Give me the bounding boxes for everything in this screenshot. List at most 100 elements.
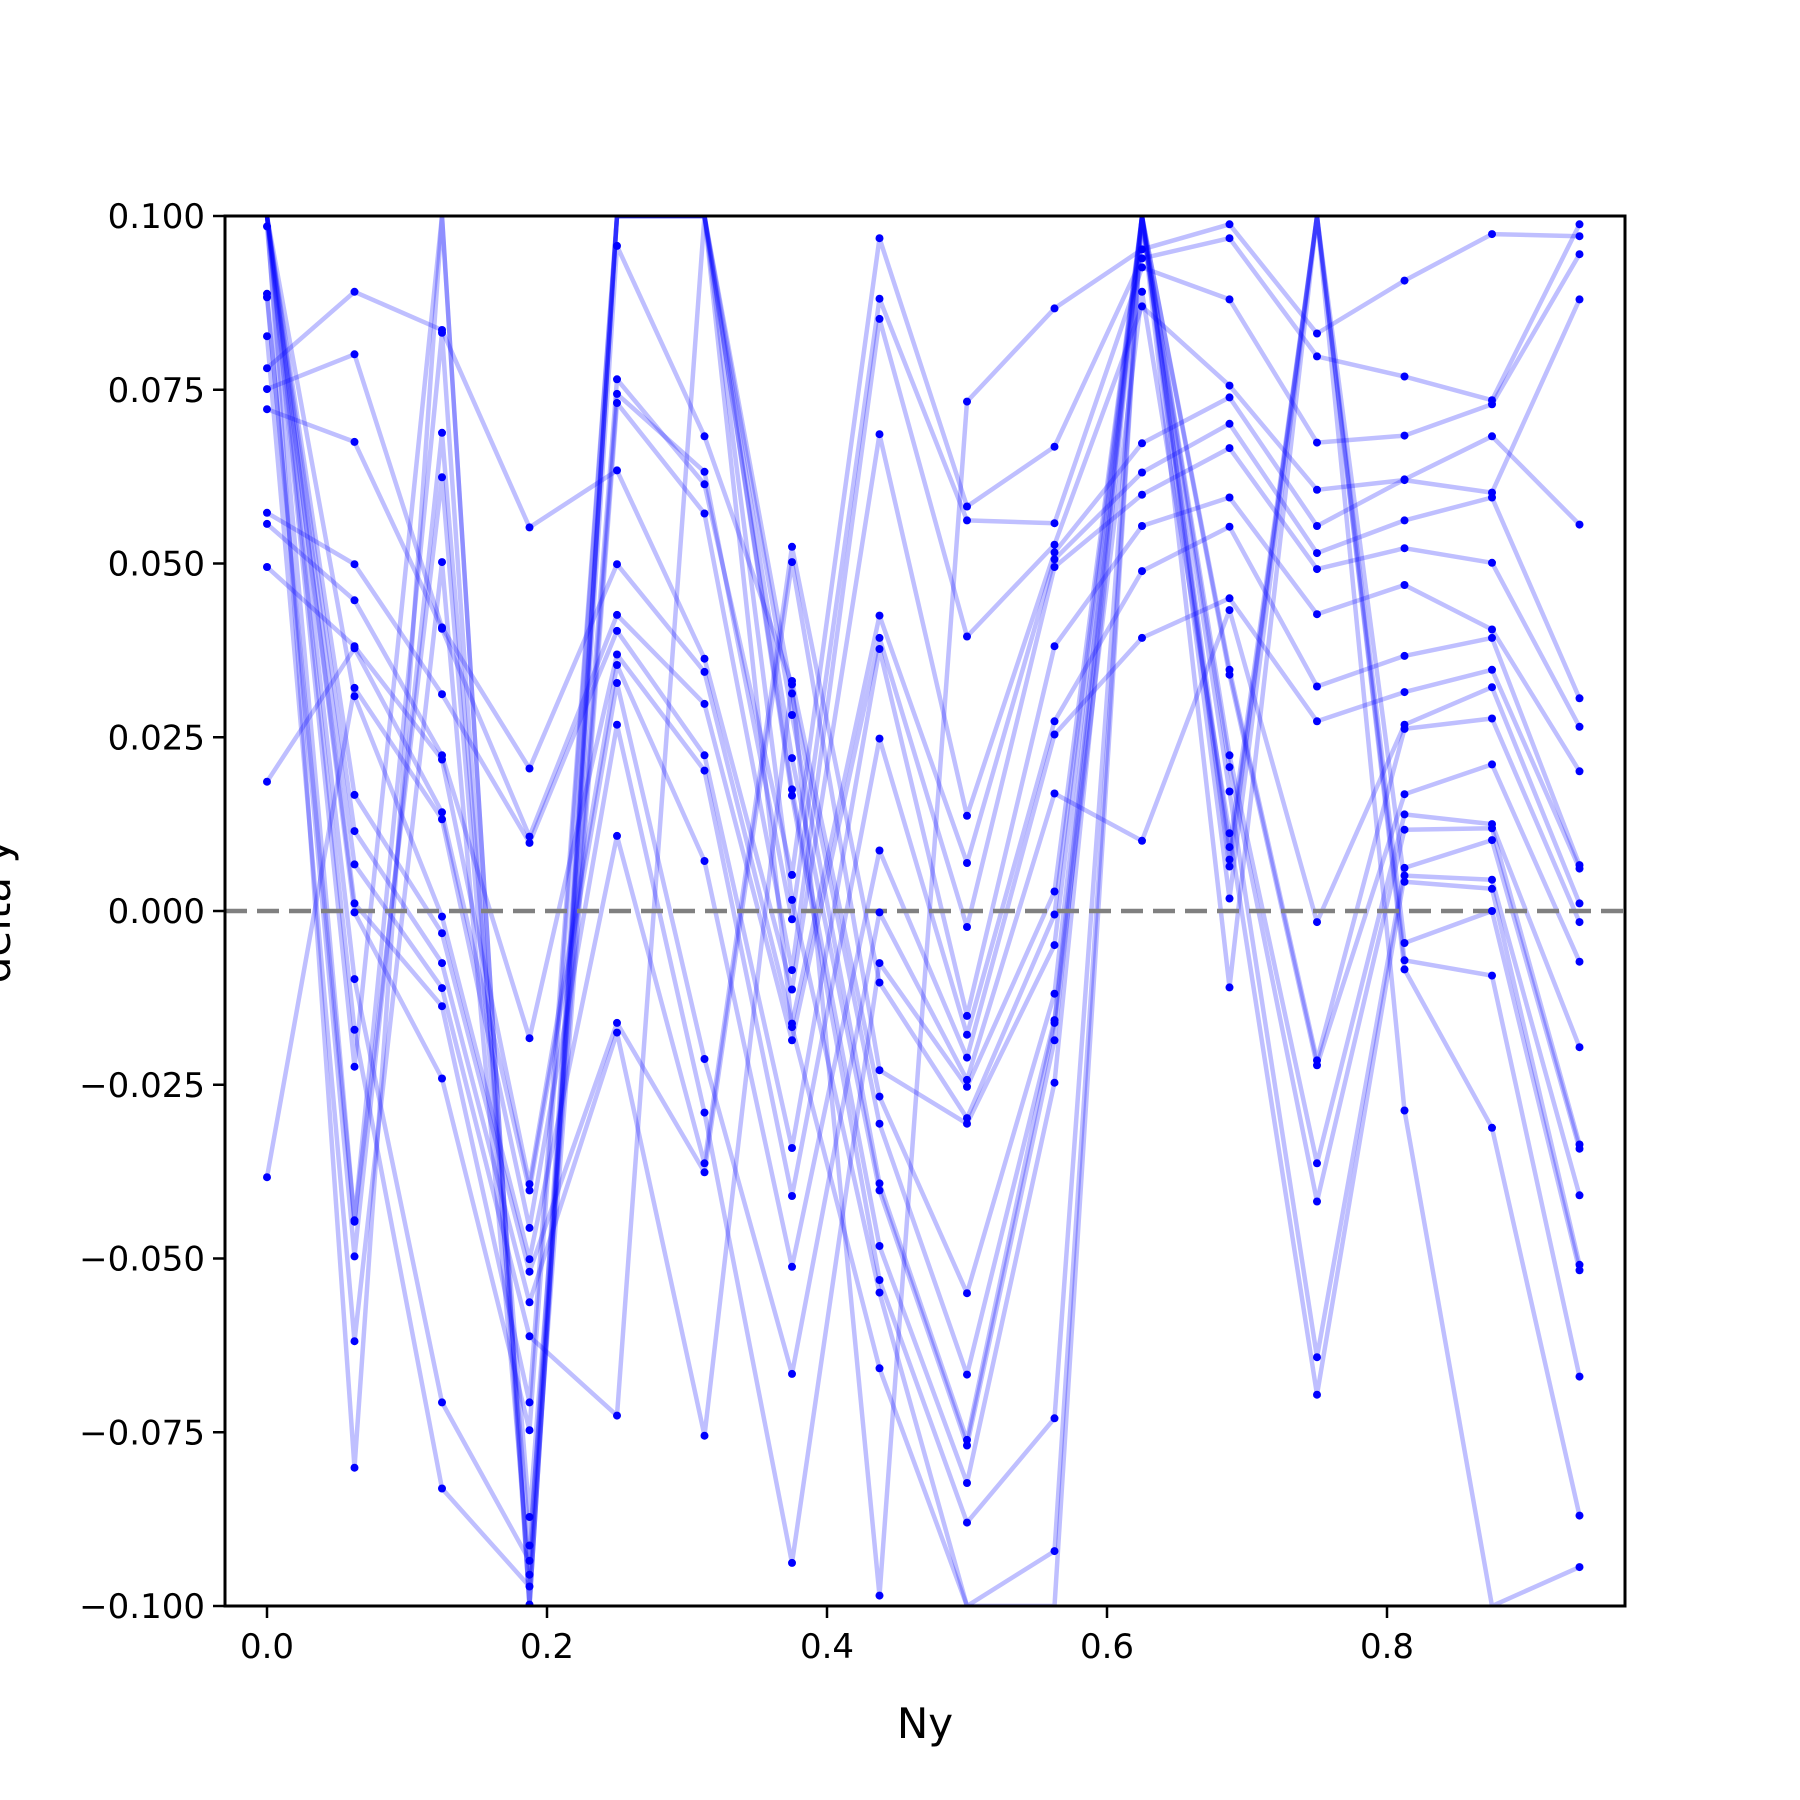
y-tick-label: 0.100: [108, 197, 205, 237]
data-point: [1313, 1353, 1321, 1362]
data-point: [1400, 276, 1409, 285]
data-point: [788, 542, 796, 551]
data-point: [700, 1108, 709, 1117]
data-point: [1575, 1563, 1584, 1572]
data-point: [1575, 899, 1584, 908]
data-point: [1400, 810, 1409, 819]
data-point: [1313, 1061, 1321, 1070]
data-point: [438, 326, 446, 334]
data-point: [1050, 1036, 1059, 1045]
data-point: [875, 846, 884, 855]
data-point: [525, 832, 534, 841]
data-point: [525, 1223, 534, 1232]
data-point: [1225, 787, 1234, 796]
data-point: [438, 808, 446, 817]
data-point: [700, 766, 709, 775]
data-point: [1488, 760, 1496, 769]
data-point: [350, 437, 359, 446]
data-point: [875, 978, 884, 987]
data-point: [1313, 1197, 1321, 1206]
data-point: [1138, 490, 1146, 499]
data-point: [1488, 1123, 1496, 1132]
data-point: [438, 473, 446, 482]
data-point: [1138, 287, 1146, 296]
data-point: [1400, 825, 1409, 834]
data-point: [438, 624, 446, 633]
series-line: [264, 216, 1582, 1262]
data-point: [1313, 610, 1321, 619]
data-point: [1138, 302, 1146, 311]
data-point: [963, 1011, 971, 1020]
data-point: [1225, 522, 1234, 531]
data-point: [613, 661, 621, 669]
data-point: [1313, 918, 1321, 927]
data-point: [1488, 714, 1496, 723]
y-axis: 0.100 0.075 0.050 0.025 0.000 −0.025 −0.050 −0.…: [79, 197, 225, 1627]
data-point: [700, 1055, 709, 1063]
data-point: [700, 480, 709, 489]
data-point: [613, 560, 621, 569]
data-point: [1575, 918, 1584, 927]
data-point: [438, 929, 446, 938]
data-point: [1400, 431, 1409, 440]
data-point: [350, 899, 359, 908]
data-point: [788, 1144, 796, 1152]
y-tick-label: −0.100: [79, 1587, 205, 1627]
data-point: [788, 895, 796, 904]
data-point: [875, 645, 884, 653]
data-point: [1313, 485, 1321, 494]
data-point: [1400, 475, 1409, 484]
data-point: [1400, 688, 1409, 697]
data-point: [613, 241, 621, 250]
data-point: [613, 720, 621, 729]
data-point: [788, 870, 796, 879]
data-point: [525, 1186, 534, 1195]
data-point: [1225, 220, 1234, 229]
data-point: [1575, 1260, 1584, 1269]
data-point: [1225, 751, 1234, 760]
data-point: [613, 679, 621, 687]
series-line: [265, 495, 1582, 1151]
data-point: [1050, 555, 1059, 564]
data-point: [963, 1030, 971, 1039]
data-point: [263, 222, 271, 231]
data-point: [963, 1289, 971, 1298]
data-point: [263, 405, 271, 414]
data-point: [875, 294, 884, 303]
data-point: [1050, 989, 1059, 998]
data-point: [613, 626, 621, 635]
data-point: [350, 560, 359, 569]
data-point: [1400, 516, 1409, 525]
data-point: [438, 755, 446, 764]
data-point: [1050, 442, 1059, 451]
data-point: [1488, 907, 1496, 915]
data-point: [350, 1463, 359, 1472]
data-point: [1225, 862, 1234, 871]
data-point: [1313, 682, 1321, 691]
data-point: [875, 633, 884, 642]
data-point: [438, 428, 446, 437]
data-point: [1488, 884, 1496, 893]
data-point: [350, 860, 359, 869]
data-point: [438, 1484, 446, 1493]
series-line: [265, 607, 1582, 1377]
data-point: [613, 389, 621, 398]
data-point: [613, 1411, 621, 1420]
data-point: [1575, 295, 1584, 304]
x-tick-label: 0.6: [1080, 1627, 1134, 1667]
data-point: [1138, 836, 1146, 845]
data-point: [1575, 1266, 1584, 1275]
data-point: [1400, 863, 1409, 872]
series-line: [264, 223, 1582, 1520]
data-point: [1488, 230, 1496, 239]
data-point: [875, 1276, 884, 1284]
data-point: [1050, 941, 1059, 950]
data-point: [1225, 381, 1234, 390]
data-point: [1488, 683, 1496, 692]
data-point: [1488, 493, 1496, 502]
data-point: [1488, 824, 1496, 833]
data-point: [1050, 1018, 1059, 1027]
data-point: [1225, 855, 1234, 864]
data-point: [1488, 432, 1496, 441]
data-point: [438, 1074, 446, 1083]
